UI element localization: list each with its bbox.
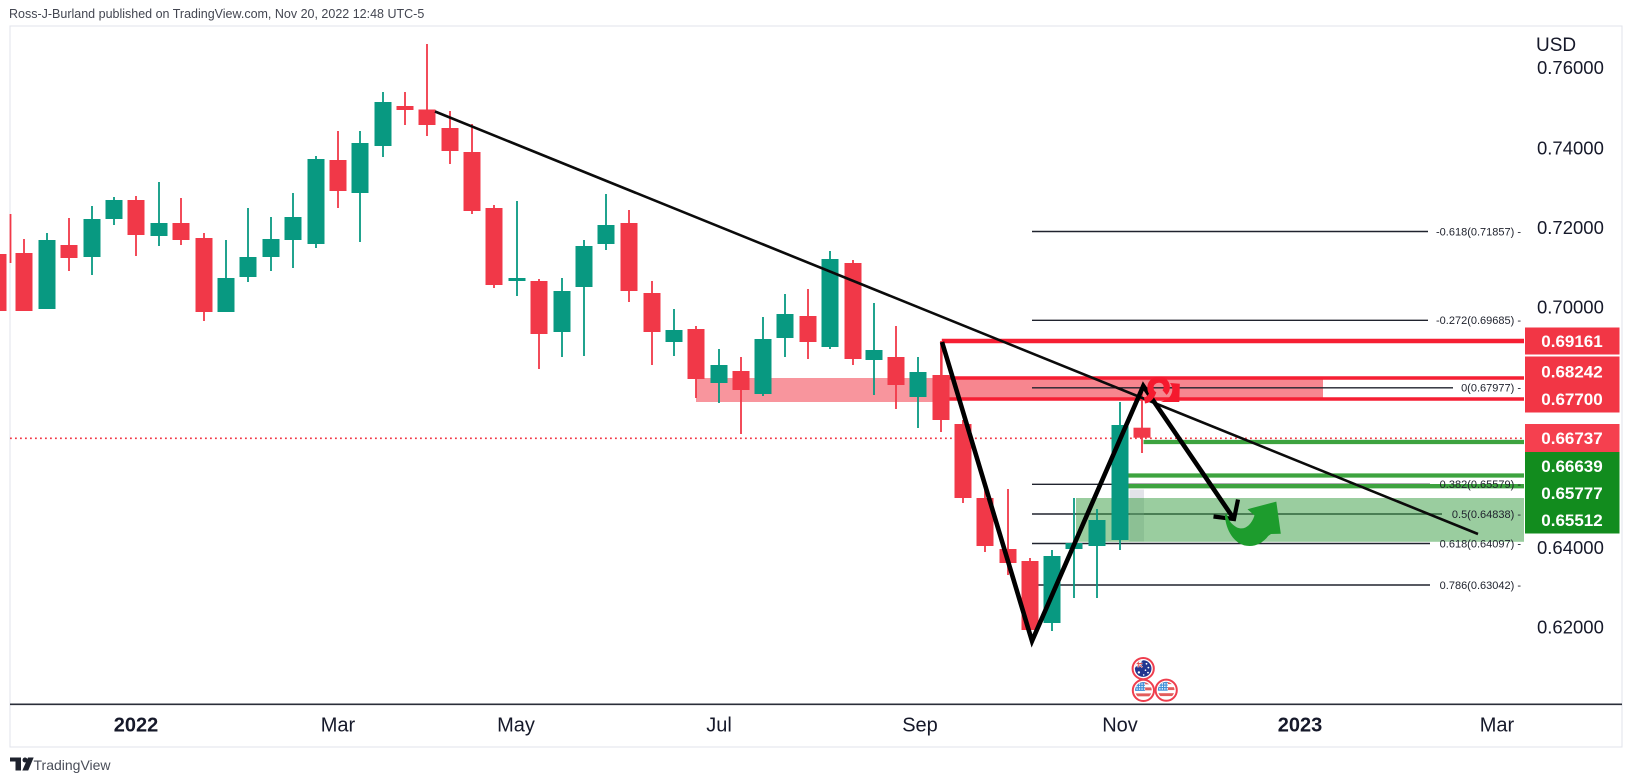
- svg-text:0.64000: 0.64000: [1537, 537, 1604, 558]
- svg-text:0.382(0.65579) -: 0.382(0.65579) -: [1440, 479, 1522, 491]
- svg-text:2022: 2022: [114, 715, 159, 737]
- svg-text:0.72000: 0.72000: [1537, 217, 1604, 238]
- svg-text:2023: 2023: [1278, 715, 1323, 737]
- svg-text:0.786(0.63042) -: 0.786(0.63042) -: [1440, 580, 1522, 592]
- svg-text:0.67700: 0.67700: [1541, 390, 1602, 409]
- svg-text:Ross-J-Burland published on Tr: Ross-J-Burland published on TradingView.…: [9, 7, 424, 21]
- svg-text:USD: USD: [1536, 35, 1576, 56]
- svg-text:May: May: [497, 715, 535, 737]
- svg-text:Sep: Sep: [902, 715, 938, 737]
- svg-text:0.76000: 0.76000: [1537, 57, 1604, 78]
- svg-text:0.69161: 0.69161: [1541, 332, 1602, 351]
- svg-text:TradingView: TradingView: [34, 757, 112, 773]
- svg-text:-0.272(0.69685) -: -0.272(0.69685) -: [1436, 315, 1521, 327]
- svg-text:0.62000: 0.62000: [1537, 617, 1604, 638]
- svg-text:0.5(0.64838) -: 0.5(0.64838) -: [1452, 509, 1521, 521]
- svg-text:Nov: Nov: [1102, 715, 1138, 737]
- svg-text:0.66639: 0.66639: [1541, 457, 1602, 476]
- svg-text:0.65512: 0.65512: [1541, 511, 1602, 530]
- svg-text:Jul: Jul: [706, 715, 732, 737]
- svg-text:0(0.67977) -: 0(0.67977) -: [1461, 383, 1521, 395]
- svg-text:0.66737: 0.66737: [1541, 429, 1602, 448]
- svg-text:Mar: Mar: [1480, 715, 1515, 737]
- svg-text:0.618(0.64097) -: 0.618(0.64097) -: [1440, 538, 1522, 550]
- svg-text:0.70000: 0.70000: [1537, 296, 1604, 317]
- svg-text:Mar: Mar: [321, 715, 356, 737]
- svg-text:-0.618(0.71857) -: -0.618(0.71857) -: [1436, 226, 1521, 238]
- svg-text:0.65777: 0.65777: [1541, 484, 1602, 503]
- svg-text:0.74000: 0.74000: [1537, 137, 1604, 158]
- svg-text:0.68242: 0.68242: [1541, 363, 1602, 382]
